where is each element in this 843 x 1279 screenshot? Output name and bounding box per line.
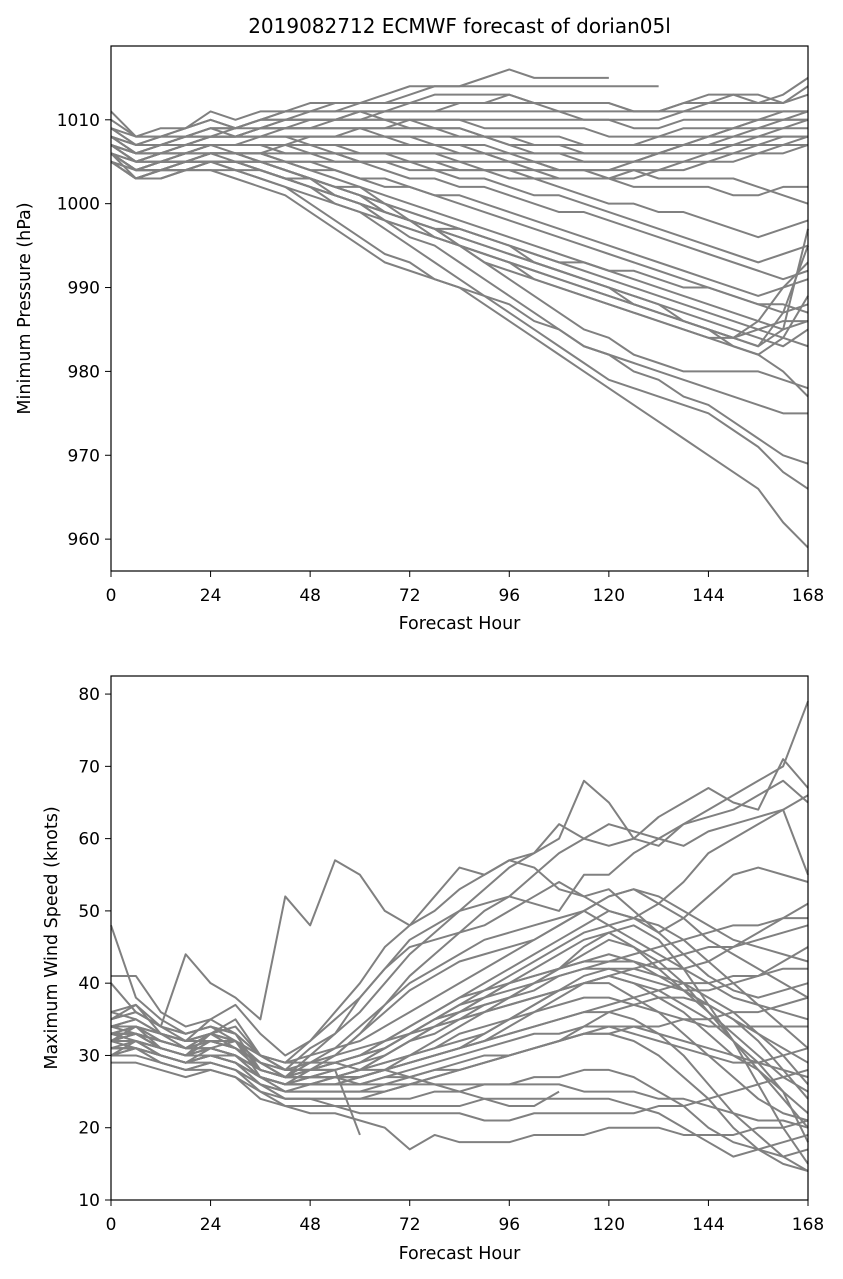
pressure-x-tick-label: 168: [792, 586, 824, 606]
pressure-x-tick-label: 48: [299, 586, 321, 606]
pressure-y-tick-label: 970: [68, 446, 100, 466]
wind-member-line-5: [110, 808, 809, 1028]
wind-y-tick-label: 60: [78, 830, 100, 850]
pressure-member-line-37: [110, 160, 809, 314]
pressure-y-axis-label: Minimum Pressure (hPa): [15, 202, 35, 414]
pressure-x-tick-label: 120: [593, 586, 625, 606]
pressure-member-line-15: [110, 110, 808, 155]
pressure-x-tick-label: 144: [692, 586, 724, 606]
wind-x-ticks: 0 24 48 72 96 120 144 168: [106, 1200, 824, 1235]
wind-member-line-35: [111, 924, 809, 1071]
pressure-y-tick-label: 980: [68, 362, 100, 382]
wind-y-tick-label: 20: [78, 1119, 100, 1139]
pressure-x-axis-label: Forecast Hour: [399, 614, 522, 634]
wind-member-line-2: [110, 758, 809, 1057]
pressure-x-tick-label: 72: [399, 586, 421, 606]
wind-axes-frame: [110, 675, 809, 1201]
pressure-member-line-39: [110, 143, 809, 205]
pressure-y-tick-label: 1010: [57, 111, 100, 131]
wind-y-tick-label: 10: [78, 1191, 100, 1211]
wind-member-line-16: [111, 1047, 809, 1151]
wind-x-tick-label: 0: [106, 1215, 117, 1235]
wind-y-ticks: 10 20 30 40 50 60 70 80: [78, 685, 111, 1211]
wind-x-tick-label: 144: [692, 1215, 724, 1235]
wind-x-tick-label: 120: [593, 1215, 625, 1235]
wind-member-line-36: [110, 917, 809, 1079]
wind-member-line-37: [110, 931, 809, 1093]
wind-series-group: [110, 700, 809, 1173]
pressure-series-group: [110, 68, 809, 549]
pressure-member-line-31: [110, 143, 809, 390]
wind-x-axis-label: Forecast Hour: [399, 1244, 522, 1264]
pressure-x-tick-label: 0: [106, 586, 117, 606]
pressure-y-tick-label: 1000: [57, 195, 100, 215]
pressure-panel: 2019082712 ECMWF forecast of dorian05l 9…: [15, 14, 824, 634]
pressure-member-line-3: [110, 77, 809, 138]
wind-y-tick-label: 70: [78, 757, 100, 777]
pressure-member-line-5: [110, 93, 809, 146]
pressure-x-tick-label: 96: [498, 586, 520, 606]
wind-x-tick-label: 96: [498, 1215, 520, 1235]
wind-y-tick-label: 80: [78, 685, 100, 705]
pressure-x-tick-label: 24: [200, 586, 222, 606]
pressure-member-line-2: [110, 85, 659, 138]
wind-x-tick-label: 48: [299, 1215, 321, 1235]
wind-x-tick-label: 168: [792, 1215, 824, 1235]
pressure-member-line-35: [110, 160, 808, 415]
wind-panel: 10 20 30 40 50 60 70 80 0 24 48 72 96 120 144 168 Fore…: [42, 675, 824, 1264]
wind-member-line-38: [111, 888, 809, 1064]
pressure-axes-frame: [110, 45, 809, 572]
wind-y-tick-label: 50: [78, 902, 100, 922]
wind-member-line-26: [111, 1025, 809, 1093]
pressure-y-tick-label: 960: [68, 530, 100, 550]
wind-y-tick-label: 30: [78, 1046, 100, 1066]
pressure-y-tick-label: 990: [68, 279, 100, 299]
chart-title: 2019082712 ECMWF forecast of dorian05l: [248, 14, 671, 38]
wind-y-axis-label: Maximum Wind Speed (knots): [42, 806, 62, 1069]
wind-x-tick-label: 24: [200, 1215, 222, 1235]
pressure-x-ticks: 0 24 48 72 96 120 144 168: [106, 571, 824, 606]
wind-y-tick-label: 40: [78, 974, 100, 994]
wind-member-line-7: [110, 888, 809, 1086]
wind-x-tick-label: 72: [399, 1215, 421, 1235]
pressure-y-ticks: 960 970 980 990 1000 1010: [57, 111, 111, 550]
